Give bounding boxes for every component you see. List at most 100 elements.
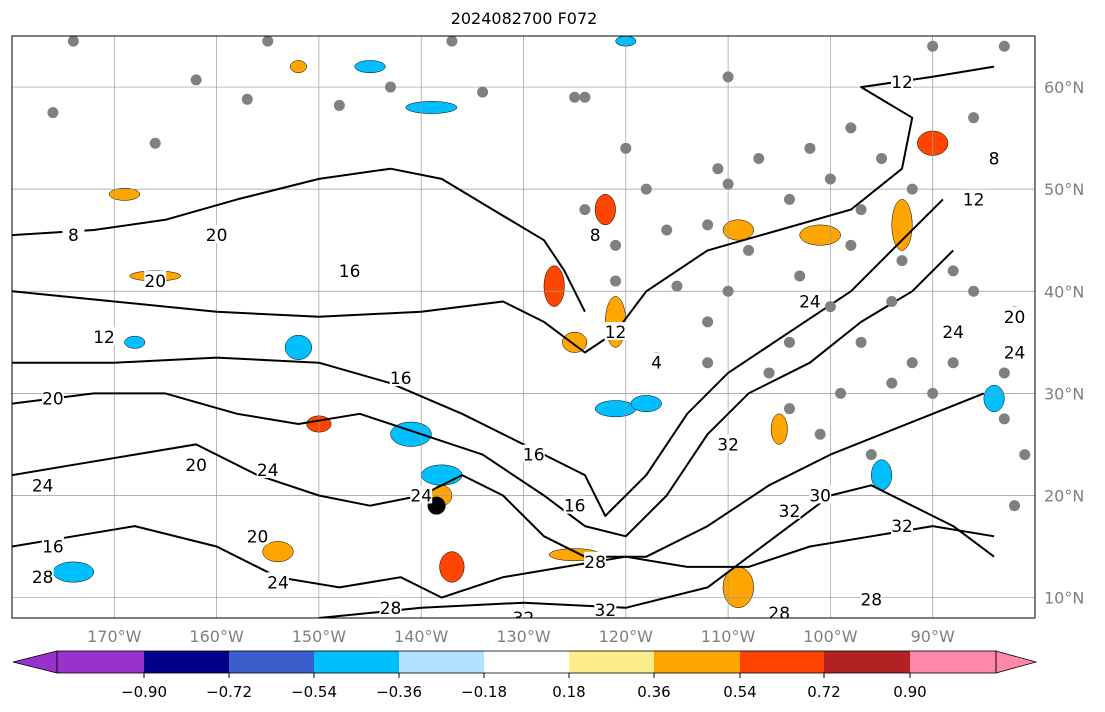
- contour-label-bg: [512, 608, 535, 618]
- station-dot: [998, 40, 1010, 52]
- contour-label-bg: [205, 225, 228, 244]
- station-dot: [876, 153, 888, 165]
- contour-label: 20: [144, 272, 166, 292]
- x-tick-label: 140°W: [394, 627, 449, 646]
- station-dot: [722, 285, 734, 297]
- contour-32: [318, 484, 995, 618]
- station-dot: [927, 40, 939, 52]
- contour-label: 28: [32, 568, 54, 588]
- station-dot: [824, 173, 836, 185]
- station-dot: [446, 36, 458, 47]
- colorbar-segment: [399, 651, 484, 673]
- colorbar-tick-label: 0.18: [552, 683, 585, 701]
- contour-label-bg: [93, 327, 116, 346]
- station-dot: [579, 91, 591, 103]
- x-tick-label: 160°W: [189, 627, 244, 646]
- x-tick-label: 120°W: [599, 627, 654, 646]
- station-dot: [886, 295, 898, 307]
- station-dot: [1009, 500, 1021, 512]
- station-dot: [640, 183, 652, 195]
- colorbar-extend-low: [12, 650, 58, 674]
- station-dot: [702, 219, 714, 231]
- shaded-core: [549, 276, 559, 296]
- contour-label-bg: [62, 225, 85, 244]
- contour-label: 28: [584, 553, 606, 573]
- contour-24: [12, 392, 985, 558]
- shaded-region: [770, 413, 788, 445]
- contour-label-bg: [41, 536, 64, 555]
- station-dot: [477, 86, 489, 98]
- colorbar-segment: [57, 651, 144, 673]
- station-dot: [661, 224, 673, 236]
- station-dot: [333, 99, 345, 111]
- station-dot: [67, 36, 79, 47]
- contour-label: 24: [410, 486, 432, 506]
- contour-label-bg: [983, 148, 1006, 167]
- contour-label: 20: [185, 456, 207, 476]
- shaded-region: [262, 541, 294, 563]
- contour-label-bg: [266, 572, 289, 591]
- station-dot: [262, 36, 274, 47]
- contour-label-bg: [1003, 306, 1026, 325]
- shaded-region: [891, 199, 913, 251]
- colorbar-tick-label: −0.54: [291, 683, 337, 701]
- colorbar-tick-label: 0.36: [637, 683, 670, 701]
- station-dot: [671, 280, 683, 292]
- shaded-region: [722, 219, 754, 241]
- contour-label-bg: [860, 589, 883, 608]
- station-dot: [47, 107, 59, 119]
- station-dot: [149, 137, 161, 149]
- shaded-region: [354, 60, 386, 74]
- station-dot: [947, 265, 959, 277]
- contour-label: 32: [779, 502, 801, 522]
- contour-label: 12: [963, 190, 985, 210]
- station-dot: [712, 163, 724, 175]
- x-tick-label: 150°W: [292, 627, 347, 646]
- shaded-region: [983, 384, 1005, 412]
- shaded-region: [420, 464, 463, 486]
- station-dot: [804, 142, 816, 154]
- plot-frame: [11, 35, 1036, 619]
- contour-label-bg: [891, 516, 914, 535]
- colorbar-tick-label: 0.72: [807, 683, 840, 701]
- y-tick-label: 40°N: [1044, 282, 1084, 301]
- contour-label: 8: [989, 150, 1000, 170]
- colorbar-segment: [569, 651, 654, 673]
- contour-label-bg: [768, 602, 791, 618]
- contour-label: 28: [860, 591, 882, 611]
- contour-label-bg: [717, 434, 740, 453]
- station-dot: [896, 255, 908, 267]
- contour-label-bg: [41, 388, 64, 407]
- colorbar-segment: [229, 651, 314, 673]
- contour-label: 16: [390, 369, 412, 389]
- colorbar-segment: [144, 651, 229, 673]
- contour-8: [12, 167, 586, 313]
- contour-label-bg: [891, 71, 914, 90]
- colorbar-tick-label: −0.90: [121, 683, 167, 701]
- contour-label-bg: [798, 291, 821, 310]
- contour-label-bg: [584, 551, 607, 570]
- shaded-region: [290, 60, 307, 74]
- colorbar-segment: [740, 651, 824, 673]
- station-dot: [620, 142, 632, 154]
- contour-label-bg: [338, 260, 361, 279]
- shaded-core: [446, 560, 458, 574]
- colorbar-tick-label: −0.36: [376, 683, 422, 701]
- shaded-region: [108, 187, 141, 201]
- contour-16: [12, 198, 944, 517]
- station-dot: [845, 239, 857, 251]
- colorbar-tick-label: 0.90: [893, 683, 926, 701]
- x-tick-label: 90°W: [911, 627, 955, 646]
- station-dot: [835, 387, 847, 399]
- contour-label-bg: [584, 225, 607, 244]
- contour-label: 12: [605, 323, 627, 343]
- station-dot: [722, 178, 734, 190]
- station-dot: [610, 239, 622, 251]
- contour-label: 24: [32, 476, 54, 496]
- station-dot: [998, 367, 1010, 379]
- station-dot: [886, 377, 898, 389]
- contour-label-bg: [31, 475, 54, 494]
- contour-label-bg: [809, 485, 832, 504]
- contour-label-bg: [410, 485, 433, 504]
- colorbar-tick-label: −0.18: [461, 683, 507, 701]
